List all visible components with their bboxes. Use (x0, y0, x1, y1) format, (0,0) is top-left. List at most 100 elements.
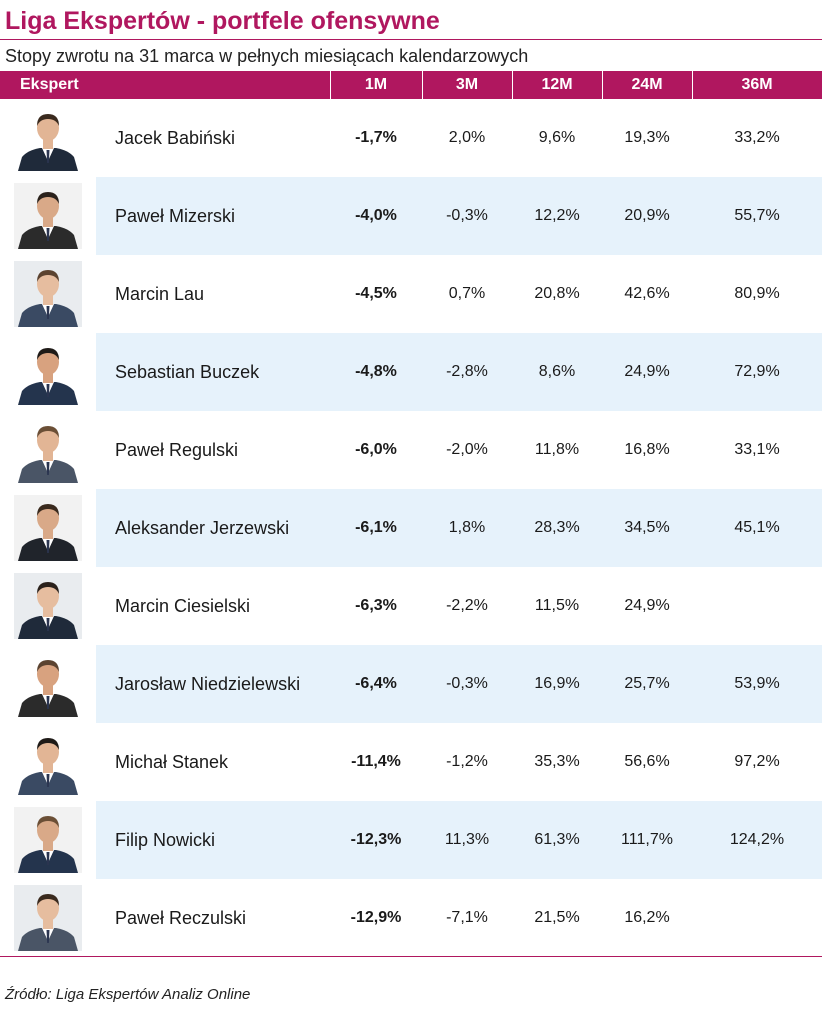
return-1m-cell: -1,7% (355, 129, 397, 146)
return-24m-cell: 24,9% (624, 597, 670, 614)
return-12m-cell: 8,6% (538, 363, 576, 380)
row-background (96, 801, 822, 879)
return-36m-cell (692, 567, 822, 645)
expert-name: Jarosław Niedzielewski (115, 674, 301, 694)
return-1m-cell: -4,0% (355, 207, 397, 224)
return-3m-cell: 0,7% (448, 285, 486, 302)
column-header-36m: 36M (741, 76, 773, 93)
return-24m-cell: 19,3% (624, 129, 670, 146)
title-divider (0, 39, 822, 40)
return-36m-cell: 33,1% (734, 441, 780, 458)
table-row: Marcin Lau -4,5% 0,7% 20,8% 42,6% 80,9% (0, 255, 822, 333)
expert-name: Paweł Mizerski (115, 206, 236, 226)
expert-name: Michał Stanek (115, 752, 229, 772)
row-background (96, 177, 822, 255)
return-1m-cell: -6,0% (355, 441, 397, 458)
column-divider (602, 71, 603, 99)
return-3m-cell: -0,3% (446, 675, 488, 692)
expert-avatar (14, 339, 82, 405)
return-1m-cell: -11,4% (351, 753, 401, 770)
return-3m-cell: -7,1% (446, 909, 488, 926)
expert-avatar (14, 183, 82, 249)
expert-avatar (14, 807, 82, 873)
return-3m-cell: -2,0% (446, 441, 488, 458)
return-1m-cell: -6,4% (355, 675, 397, 692)
return-36m-cell: 45,1% (734, 519, 780, 536)
return-12m-cell: 28,3% (534, 519, 580, 536)
return-36m-cell: 53,9% (734, 675, 780, 692)
expert-name: Sebastian Buczek (115, 362, 260, 382)
column-header-3m: 3M (455, 76, 479, 93)
return-36m-cell: 72,9% (734, 363, 780, 380)
returns-table: Ekspert 1M 3M 12M 24M 36M Jacek Babiński… (0, 71, 822, 957)
expert-avatar (14, 651, 82, 717)
return-1m-cell: -12,9% (350, 909, 402, 926)
return-3m-cell: -1,2% (446, 753, 488, 770)
return-3m-cell: 1,8% (448, 519, 486, 536)
return-24m-cell: 24,9% (624, 363, 670, 380)
return-3m-cell: -2,8% (446, 363, 488, 380)
column-header-expert: Ekspert (20, 76, 79, 93)
return-24m-cell: 34,5% (624, 519, 670, 536)
return-24m-cell: 56,6% (624, 753, 670, 770)
table-row: Paweł Mizerski -4,0% -0,3% 12,2% 20,9% 55,7% (0, 177, 822, 255)
return-1m-cell: -12,3% (350, 831, 402, 848)
return-24m-cell: 42,6% (624, 285, 670, 302)
expert-name: Marcin Ciesielski (115, 596, 251, 616)
return-36m-cell (692, 879, 822, 957)
return-24m-cell: 111,7% (621, 831, 673, 848)
row-background (96, 333, 822, 411)
column-header-12m: 12M (541, 76, 573, 93)
return-36m-cell: 97,2% (734, 753, 780, 770)
expert-avatar (14, 885, 82, 951)
expert-avatar (14, 495, 82, 561)
column-header-1m: 1M (364, 76, 388, 93)
expert-name: Jacek Babiński (115, 128, 236, 148)
return-1m-cell: -6,3% (355, 597, 397, 614)
return-3m-cell: -0,3% (446, 207, 488, 224)
table-row: Paweł Reczulski -12,9% -7,1% 21,5% 16,2% (0, 879, 822, 957)
return-12m-cell: 21,5% (534, 909, 580, 926)
return-3m-cell: -2,2% (446, 597, 488, 614)
table-body: Jacek Babiński -1,7% 2,0% 9,6% 19,3% 33,2% Paw… (0, 99, 822, 957)
table-row: Sebastian Buczek -4,8% -2,8% 8,6% 24,9% 72,9% (0, 333, 822, 411)
return-24m-cell: 16,2% (624, 909, 670, 926)
column-divider (330, 71, 331, 99)
return-1m-cell: -4,8% (355, 363, 397, 380)
source-note: Źródło: Liga Ekspertów Analiz Online (5, 986, 251, 1003)
expert-name: Paweł Reczulski (115, 908, 247, 928)
expert-avatar (14, 261, 82, 327)
expert-name: Marcin Lau (115, 284, 205, 304)
return-36m-cell: 124,2% (729, 831, 785, 848)
return-12m-cell: 35,3% (534, 753, 580, 770)
table-row: Marcin Ciesielski -6,3% -2,2% 11,5% 24,9% (0, 567, 822, 645)
column-divider (512, 71, 513, 99)
return-12m-cell: 16,9% (534, 675, 580, 692)
return-36m-cell: 33,2% (734, 129, 780, 146)
table-row: Jarosław Niedzielewski -6,4% -0,3% 16,9% 25,… (0, 645, 822, 723)
return-24m-cell: 20,9% (624, 207, 670, 224)
table-header: Ekspert 1M 3M 12M 24M 36M (0, 71, 822, 99)
return-24m-cell: 16,8% (624, 441, 670, 458)
table-bottom-divider (0, 956, 822, 957)
expert-avatar (14, 729, 82, 795)
table-row: Aleksander Jerzewski -6,1% 1,8% 28,3% 34,5% 4… (0, 489, 822, 567)
expert-avatar (14, 417, 82, 483)
table-row: Filip Nowicki -12,3% 11,3% 61,3% 111,7% 124,2… (0, 801, 822, 879)
table-row: Paweł Regulski -6,0% -2,0% 11,8% 16,8% 33,1% (0, 411, 822, 489)
return-12m-cell: 61,3% (534, 831, 580, 848)
return-12m-cell: 11,5% (534, 597, 580, 614)
row-background (96, 645, 822, 723)
column-header-24m: 24M (631, 76, 663, 93)
table-row: Michał Stanek -11,4% -1,2% 35,3% 56,6% 97,2% (0, 723, 822, 801)
return-36m-cell: 80,9% (734, 285, 780, 302)
return-12m-cell: 20,8% (534, 285, 580, 302)
expert-name: Paweł Regulski (115, 440, 239, 460)
return-12m-cell: 9,6% (538, 129, 576, 146)
column-divider (692, 71, 693, 99)
return-36m-cell: 55,7% (734, 207, 780, 224)
return-24m-cell: 25,7% (624, 675, 670, 692)
expert-name: Filip Nowicki (115, 830, 216, 850)
table-row: Jacek Babiński -1,7% 2,0% 9,6% 19,3% 33,2% (0, 99, 822, 177)
expert-avatar (14, 105, 82, 171)
